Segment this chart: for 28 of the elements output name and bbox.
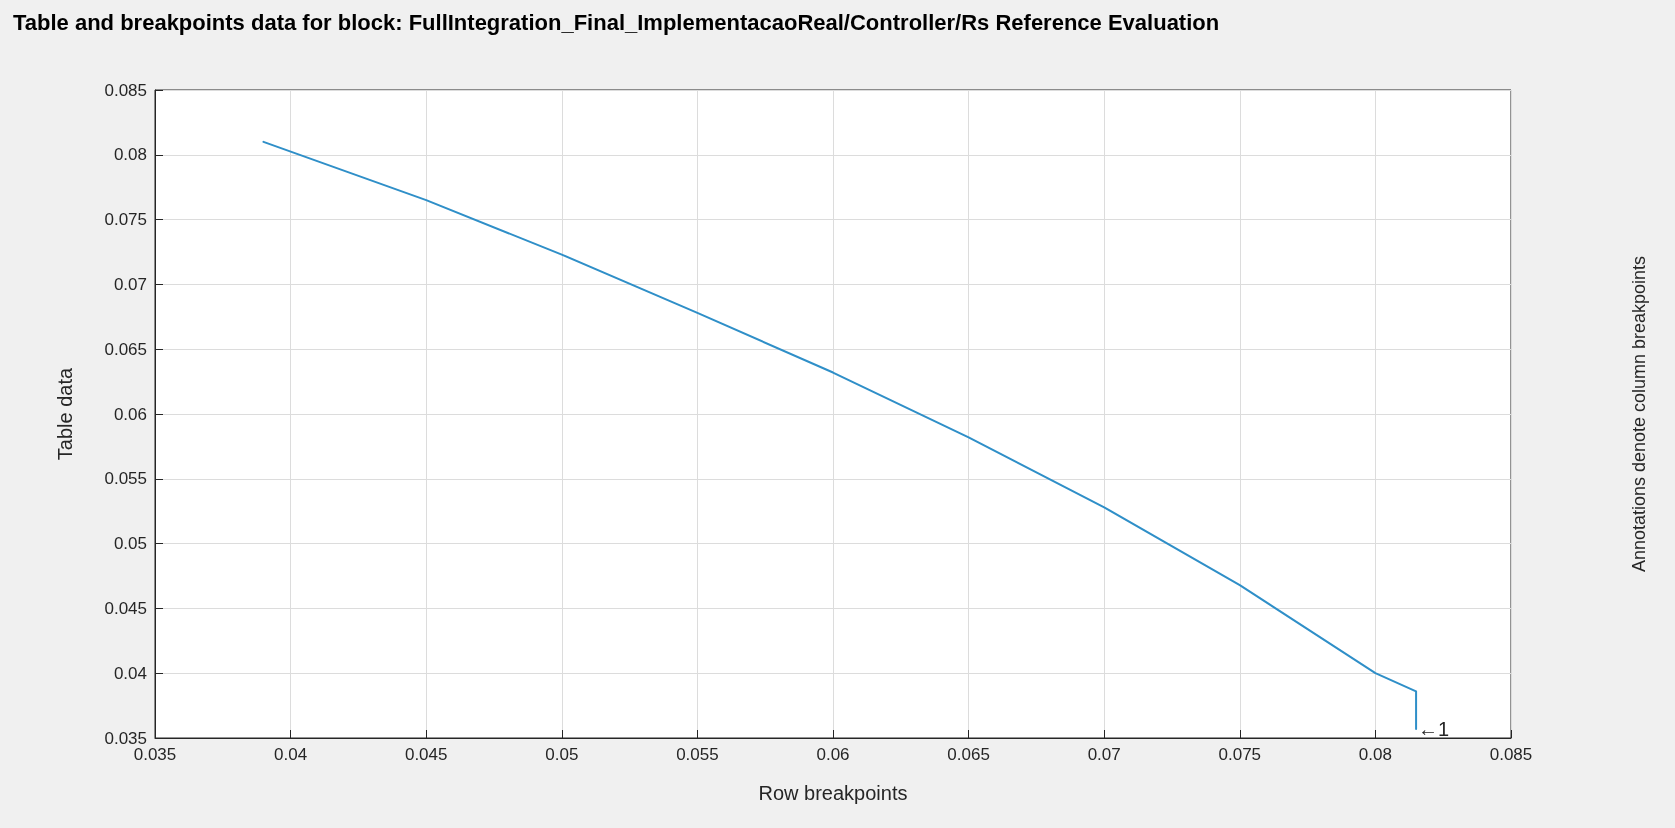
y-tick-label: 0.07	[113, 274, 147, 294]
y-axis-title: Table data	[54, 366, 76, 461]
x-tick-label: 0.08	[1358, 745, 1392, 764]
x-tick-label: 0.045	[404, 745, 448, 764]
x-tick-label: 0.035	[133, 745, 177, 764]
y-tick-label: 0.075	[104, 210, 147, 230]
y-tick-label: 0.08	[113, 145, 147, 165]
line-series	[262, 140, 1418, 730]
y-tick-label: 0.045	[104, 598, 147, 618]
y-tick-label: 0.085	[104, 80, 147, 100]
x-tick-label: 0.055	[676, 745, 719, 764]
x-tick-label: 0.07	[1087, 745, 1121, 764]
x-tick-label: 0.06	[816, 745, 850, 764]
annotation: ←1	[1418, 717, 1450, 740]
x-tick-label: 0.065	[947, 745, 990, 764]
y-tick-label: 0.035	[104, 728, 147, 748]
y-tick-label: 0.06	[113, 404, 147, 424]
x-tick-label: 0.05	[545, 745, 579, 764]
y-tick-label: 0.065	[104, 339, 147, 359]
text: Annotations denote column breakpoints	[1629, 255, 1649, 573]
x-tick-label: 0.075	[1218, 745, 1262, 764]
x-tick-label: 0.085	[1489, 745, 1533, 764]
y-tick-label: 0.055	[104, 469, 147, 489]
y-tick-label: 0.05	[113, 534, 147, 554]
x-axis-title: Row breakpoints	[758, 782, 908, 804]
x-tick-label: 0.04	[274, 745, 308, 764]
chart-title: Table and breakpoints data for block: FullIntegration_Final_ImplementacaoReal/Controller/Rs Reference Evaluation	[13, 9, 1220, 35]
y-tick-label: 0.04	[113, 663, 147, 683]
